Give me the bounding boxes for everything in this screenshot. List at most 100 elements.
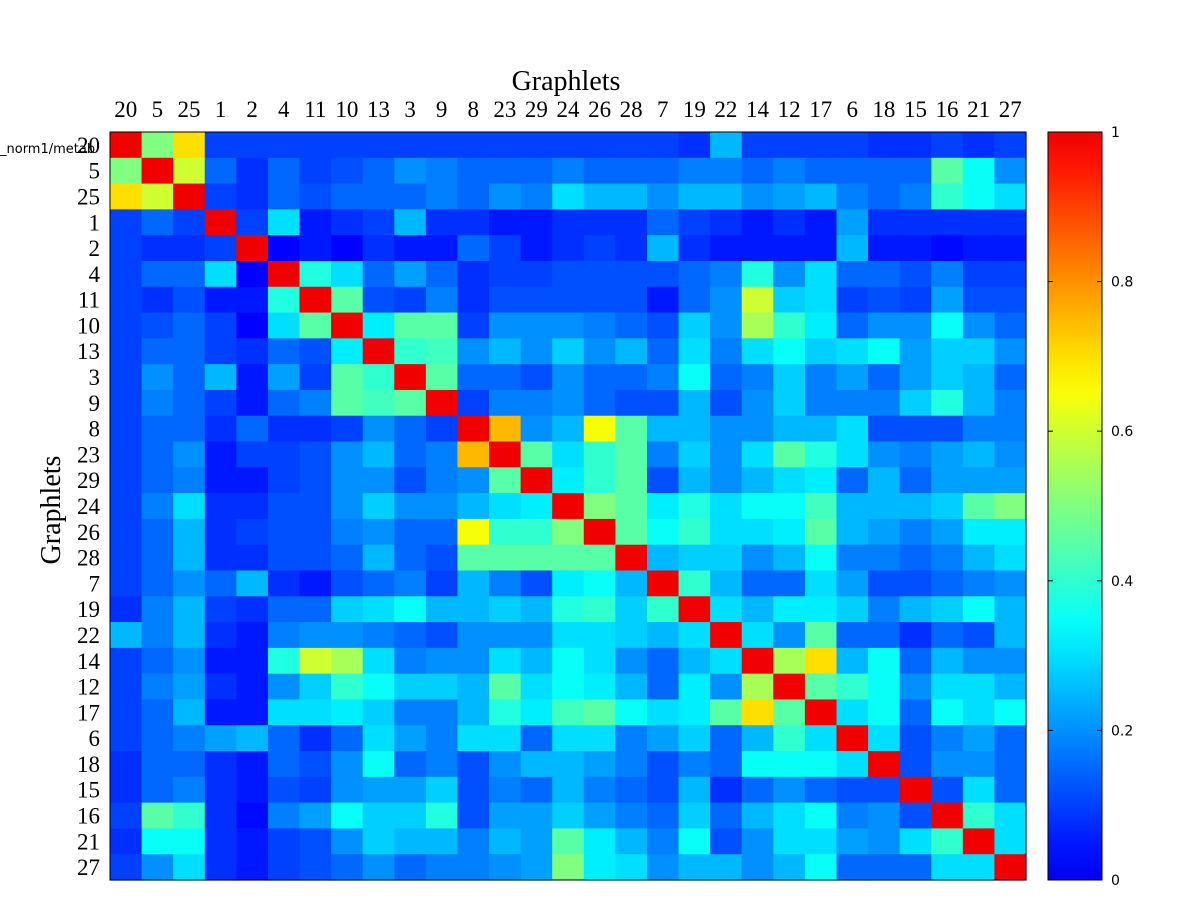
heatmap-cell [994, 544, 1027, 572]
row-tick-label: 25 [77, 184, 100, 209]
heatmap-cell [899, 132, 932, 159]
heatmap-cell [457, 286, 490, 314]
heatmap-cell [520, 699, 553, 726]
heatmap-cell [204, 441, 237, 468]
heatmap-cell [110, 441, 143, 468]
heatmap-cell [267, 209, 301, 236]
heatmap-cell [773, 389, 806, 417]
heatmap-cell [489, 622, 522, 649]
colorbar-tick-label: 0.8 [1111, 275, 1133, 291]
heatmap-cell [520, 622, 553, 649]
heatmap-cell [615, 570, 648, 597]
heatmap-cell [868, 802, 901, 830]
heatmap-cell [741, 647, 774, 675]
heatmap-cell [141, 338, 174, 365]
heatmap-cell [141, 364, 174, 391]
heatmap-cell [678, 415, 711, 443]
heatmap-cell [173, 132, 206, 159]
heatmap-cell [457, 751, 490, 778]
heatmap-cell [204, 157, 237, 185]
heatmap-cell [804, 389, 838, 417]
heatmap-cell [362, 699, 395, 726]
heatmap-cell [962, 647, 996, 675]
heatmap-cell [710, 854, 743, 881]
row-tick-label: 12 [77, 675, 100, 700]
heatmap-cell [552, 312, 585, 339]
heatmap-cell [425, 209, 459, 236]
heatmap-cell [710, 183, 743, 210]
heatmap-cell [646, 802, 680, 830]
heatmap-cell [236, 235, 269, 262]
heatmap-cell [331, 596, 364, 623]
heatmap-cell [457, 338, 490, 365]
heatmap-cell [457, 389, 490, 417]
heatmap-cell [710, 157, 743, 185]
column-tick-label: 28 [620, 97, 643, 122]
heatmap-cell [678, 622, 711, 649]
heatmap-cell [583, 467, 616, 494]
heatmap-cell [362, 441, 395, 468]
heatmap-cell [173, 596, 206, 623]
heatmap-cell [836, 776, 869, 804]
heatmap-cell [425, 415, 459, 443]
heatmap-cell [994, 622, 1027, 649]
heatmap-cell [173, 725, 206, 752]
heatmap-cell [267, 699, 301, 726]
heatmap-cell [394, 751, 427, 778]
heatmap-cell [457, 647, 490, 675]
heatmap-cell [931, 364, 964, 391]
heatmap-cell [141, 493, 174, 520]
heatmap-cell [868, 647, 901, 675]
heatmap-cell [583, 132, 616, 159]
heatmap-cell [868, 751, 901, 778]
heatmap-cell [836, 286, 869, 314]
heatmap-cell [710, 389, 743, 417]
heatmap-cell [552, 673, 585, 701]
heatmap-cell [615, 699, 648, 726]
heatmap-cell [425, 776, 459, 804]
heatmap-cell [710, 622, 743, 649]
heatmap-cell [299, 286, 332, 314]
heatmap-cell [899, 467, 932, 494]
heatmap-cell [173, 751, 206, 778]
heatmap-cell [931, 699, 964, 726]
heatmap-cell [962, 389, 996, 417]
column-tick-label: 19 [683, 97, 706, 122]
heatmap-cell [615, 854, 648, 881]
heatmap-cell [204, 647, 237, 675]
heatmap-cell [394, 854, 427, 881]
heatmap-cell [331, 673, 364, 701]
heatmap-cell [899, 157, 932, 185]
heatmap-cell [489, 596, 522, 623]
heatmap-cell [836, 467, 869, 494]
heatmap-cell [994, 518, 1027, 546]
heatmap-cell [552, 364, 585, 391]
heatmap-cell [173, 544, 206, 572]
row-tick-label: 4 [89, 262, 101, 287]
heatmap-cell [204, 725, 237, 752]
heatmap-cell [678, 260, 711, 288]
heatmap-cell [394, 467, 427, 494]
heatmap-cell [425, 596, 459, 623]
heatmap-cell [110, 286, 143, 314]
heatmap-cell [710, 260, 743, 288]
heatmap-cell [457, 622, 490, 649]
heatmap-cell [552, 338, 585, 365]
heatmap-cell [299, 338, 332, 365]
heatmap-cell [141, 157, 174, 185]
heatmap-cell [520, 415, 553, 443]
heatmap-cell [457, 699, 490, 726]
column-tick-label: 2 [246, 97, 258, 122]
heatmap-cell [141, 260, 174, 288]
heatmap-cell [299, 209, 332, 236]
heatmap-cell [394, 415, 427, 443]
heatmap-cell [457, 157, 490, 185]
heatmap-cell [804, 338, 838, 365]
column-tick-label: 21 [967, 97, 990, 122]
heatmap-cell [678, 570, 711, 597]
heatmap-cell [331, 132, 364, 159]
heatmap-cell [804, 132, 838, 159]
heatmap-cell [267, 260, 301, 288]
row-tick-label: 6 [89, 726, 101, 751]
heatmap-cell [299, 132, 332, 159]
